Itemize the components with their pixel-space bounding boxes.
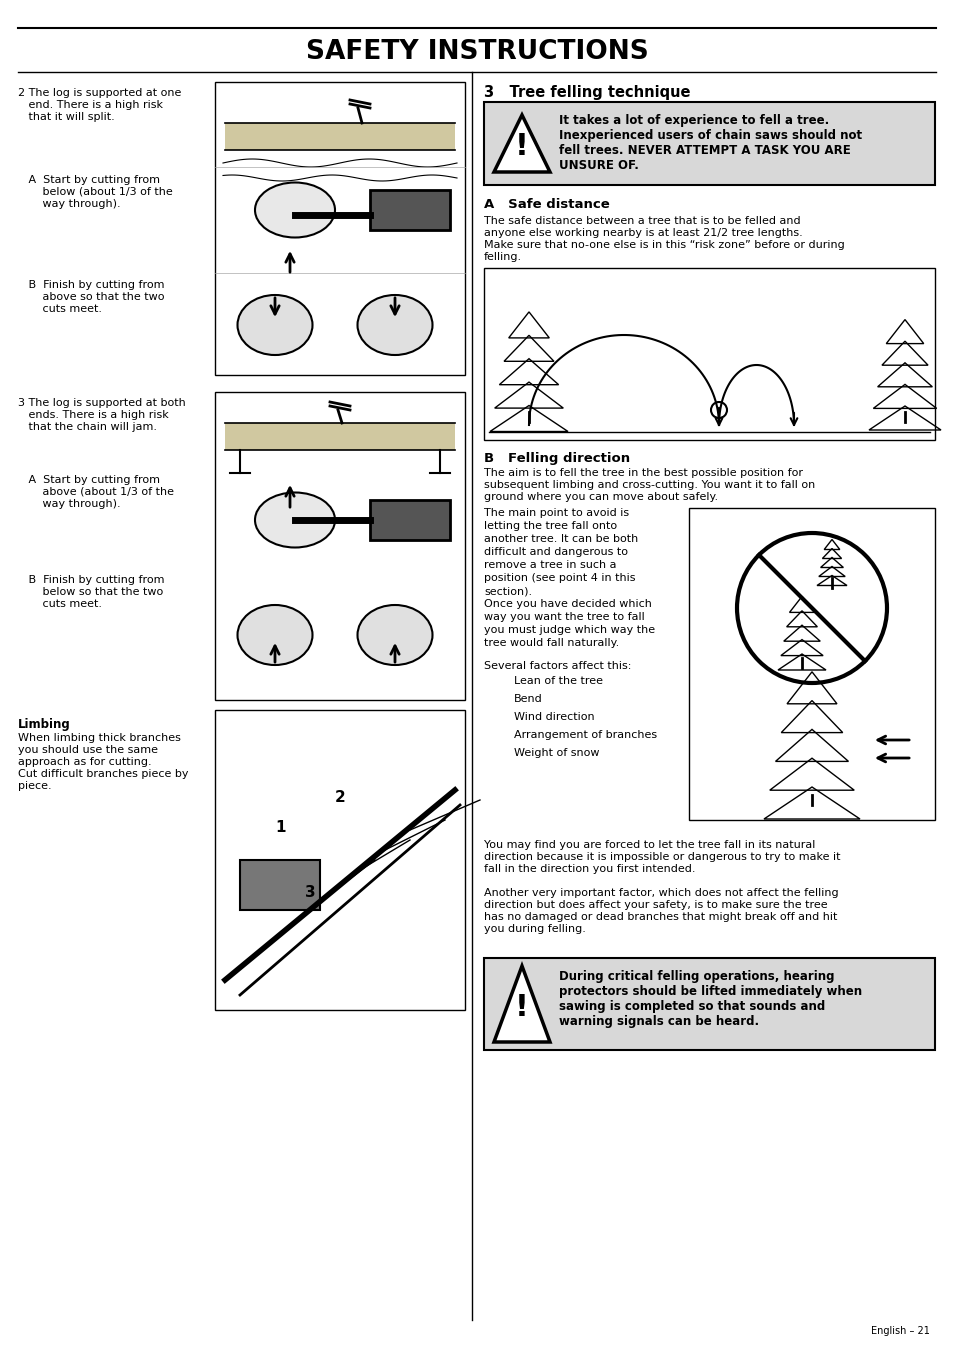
Text: that it will split.: that it will split. — [18, 112, 114, 122]
Text: cuts meet.: cuts meet. — [18, 304, 102, 313]
Text: Wind direction: Wind direction — [514, 712, 594, 721]
Text: remove a tree in such a: remove a tree in such a — [483, 561, 616, 570]
Text: During critical felling operations, hearing: During critical felling operations, hear… — [558, 970, 834, 984]
Text: The safe distance between a tree that is to be felled and: The safe distance between a tree that is… — [483, 216, 800, 226]
Text: Lean of the tree: Lean of the tree — [514, 676, 602, 686]
Text: 3 The log is supported at both: 3 The log is supported at both — [18, 399, 186, 408]
Text: direction because it is impossible or dangerous to try to make it: direction because it is impossible or da… — [483, 852, 840, 862]
Text: 1: 1 — [274, 820, 285, 835]
Text: SAFETY INSTRUCTIONS: SAFETY INSTRUCTIONS — [305, 39, 648, 65]
Text: A   Safe distance: A Safe distance — [483, 199, 609, 211]
Bar — [214, 392, 464, 700]
Ellipse shape — [237, 295, 313, 355]
Text: 3: 3 — [305, 885, 315, 900]
Text: B   Felling direction: B Felling direction — [483, 453, 630, 465]
Text: subsequent limbing and cross-cutting. You want it to fall on: subsequent limbing and cross-cutting. Yo… — [483, 480, 815, 490]
Text: you during felling.: you during felling. — [483, 924, 585, 934]
Text: way you want the tree to fall: way you want the tree to fall — [483, 612, 644, 621]
Text: Once you have decided which: Once you have decided which — [483, 598, 651, 609]
Text: Limbing: Limbing — [18, 717, 71, 731]
Ellipse shape — [357, 605, 432, 665]
Text: Cut difficult branches piece by: Cut difficult branches piece by — [18, 769, 189, 780]
Text: end. There is a high risk: end. There is a high risk — [18, 100, 163, 109]
Text: Weight of snow: Weight of snow — [514, 748, 598, 758]
Text: way through).: way through). — [18, 499, 120, 509]
Text: warning signals can be heard.: warning signals can be heard. — [558, 1015, 759, 1028]
Text: felling.: felling. — [483, 253, 521, 262]
Polygon shape — [494, 115, 550, 172]
Bar — [483, 101, 934, 185]
Text: that the chain will jam.: that the chain will jam. — [18, 422, 157, 432]
Ellipse shape — [254, 182, 335, 238]
Text: Another very important factor, which does not affect the felling: Another very important factor, which doe… — [483, 888, 838, 898]
Text: ends. There is a high risk: ends. There is a high risk — [18, 409, 169, 420]
Text: Inexperienced users of chain saws should not: Inexperienced users of chain saws should… — [558, 128, 862, 142]
Text: way through).: way through). — [18, 199, 120, 209]
Text: B  Finish by cutting from: B Finish by cutting from — [18, 576, 164, 585]
Bar — [370, 190, 450, 230]
Text: 2: 2 — [335, 790, 345, 805]
Text: !: ! — [515, 993, 528, 1021]
Ellipse shape — [357, 295, 432, 355]
Text: The main point to avoid is: The main point to avoid is — [483, 508, 628, 517]
Bar — [214, 82, 464, 376]
Text: You may find you are forced to let the tree fall in its natural: You may find you are forced to let the t… — [483, 840, 815, 850]
Text: It takes a lot of experience to fell a tree.: It takes a lot of experience to fell a t… — [558, 113, 828, 127]
Bar — [688, 508, 934, 820]
Text: fell trees. NEVER ATTEMPT A TASK YOU ARE: fell trees. NEVER ATTEMPT A TASK YOU ARE — [558, 145, 850, 157]
Ellipse shape — [254, 493, 335, 547]
Text: approach as for cutting.: approach as for cutting. — [18, 757, 152, 767]
Text: ground where you can move about safely.: ground where you can move about safely. — [483, 492, 718, 503]
Text: position (see point 4 in this: position (see point 4 in this — [483, 573, 635, 584]
Ellipse shape — [237, 605, 313, 665]
Bar — [240, 861, 319, 911]
Bar — [370, 500, 450, 540]
Text: When limbing thick branches: When limbing thick branches — [18, 734, 181, 743]
Text: fall in the direction you first intended.: fall in the direction you first intended… — [483, 865, 695, 874]
Text: direction but does affect your safety, is to make sure the tree: direction but does affect your safety, i… — [483, 900, 827, 911]
Text: piece.: piece. — [18, 781, 51, 790]
Text: cuts meet.: cuts meet. — [18, 598, 102, 609]
Text: above (about 1/3 of the: above (about 1/3 of the — [18, 486, 173, 497]
Text: !: ! — [515, 132, 528, 161]
Text: another tree. It can be both: another tree. It can be both — [483, 534, 638, 544]
Text: Arrangement of branches: Arrangement of branches — [514, 730, 657, 740]
Text: above so that the two: above so that the two — [18, 292, 164, 303]
Text: A  Start by cutting from: A Start by cutting from — [18, 476, 160, 485]
Bar — [483, 958, 934, 1050]
Text: tree would fall naturally.: tree would fall naturally. — [483, 638, 618, 648]
Text: protectors should be lifted immediately when: protectors should be lifted immediately … — [558, 985, 862, 998]
Text: you should use the same: you should use the same — [18, 744, 158, 755]
Text: Bend: Bend — [514, 694, 542, 704]
Text: section).: section). — [483, 586, 532, 596]
Text: letting the tree fall onto: letting the tree fall onto — [483, 521, 617, 531]
Bar — [214, 711, 464, 1011]
Text: The aim is to fell the tree in the best possible position for: The aim is to fell the tree in the best … — [483, 467, 802, 478]
Text: below (about 1/3 of the: below (about 1/3 of the — [18, 186, 172, 197]
Text: has no damaged or dead branches that might break off and hit: has no damaged or dead branches that mig… — [483, 912, 837, 921]
Text: UNSURE OF.: UNSURE OF. — [558, 159, 639, 172]
Text: you must judge which way the: you must judge which way the — [483, 626, 655, 635]
Text: sawing is completed so that sounds and: sawing is completed so that sounds and — [558, 1000, 824, 1013]
Bar — [483, 267, 934, 440]
Text: anyone else working nearby is at least 21/2 tree lengths.: anyone else working nearby is at least 2… — [483, 228, 801, 238]
Text: difficult and dangerous to: difficult and dangerous to — [483, 547, 627, 557]
Text: below so that the two: below so that the two — [18, 586, 163, 597]
Polygon shape — [494, 966, 550, 1042]
Text: A  Start by cutting from: A Start by cutting from — [18, 176, 160, 185]
Text: 3   Tree felling technique: 3 Tree felling technique — [483, 85, 690, 100]
Text: Several factors affect this:: Several factors affect this: — [483, 661, 631, 671]
Text: English – 21: English – 21 — [870, 1325, 929, 1336]
Text: 2 The log is supported at one: 2 The log is supported at one — [18, 88, 181, 99]
Text: Make sure that no-one else is in this “risk zone” before or during: Make sure that no-one else is in this “r… — [483, 240, 843, 250]
Text: B  Finish by cutting from: B Finish by cutting from — [18, 280, 164, 290]
